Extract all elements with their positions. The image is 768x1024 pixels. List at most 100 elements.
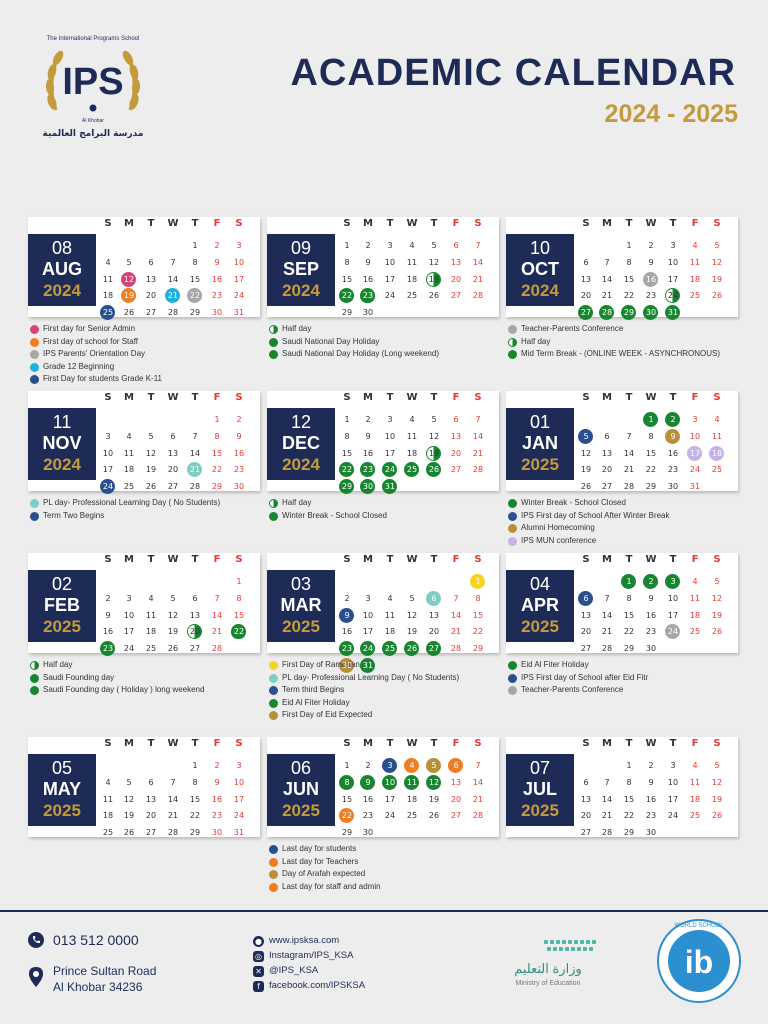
website-link[interactable]: www.ipsksa.com — [269, 935, 340, 946]
day-number: 24 — [667, 627, 679, 637]
day-cell: 19 — [141, 462, 161, 478]
day-number: 14 — [167, 274, 179, 284]
day-number: 17 — [384, 448, 396, 458]
day-cell: 5 — [424, 758, 444, 774]
day-number: 18 — [102, 811, 114, 821]
legend-dot — [508, 350, 517, 360]
day-number: 14 — [472, 257, 484, 267]
event-marker — [426, 590, 441, 606]
month-number: 11 — [52, 412, 72, 432]
day-cell: 20 — [141, 288, 161, 304]
day-cell: 1 — [185, 238, 205, 254]
day-number: 20 — [580, 291, 592, 301]
day-number: 10 — [689, 431, 701, 441]
month-legend: PL day- Professional Learning Day ( No S… — [28, 497, 268, 522]
day-cell: 21 — [468, 446, 488, 462]
day-number: 31 — [233, 308, 245, 318]
day-number: 5 — [583, 431, 589, 441]
day-cell: 25 — [119, 479, 139, 495]
day-cell: 12 — [424, 255, 444, 271]
day-number: 22 — [623, 291, 635, 301]
day-cell: 26 — [119, 825, 139, 841]
day-number: 2 — [365, 761, 371, 770]
day-number: 9 — [214, 257, 220, 267]
day-cell: 12 — [119, 792, 139, 808]
day-number: 6 — [583, 777, 589, 787]
day-cell: 16 — [358, 792, 378, 808]
event-marker — [665, 305, 680, 321]
weekday-header: S — [343, 392, 351, 403]
day-cell: 25 — [685, 288, 705, 304]
event-marker — [426, 271, 441, 287]
facebook-link[interactable]: facebook.com/IPSKSA — [269, 980, 366, 991]
twitter-link[interactable]: @IPS_KSA — [269, 965, 319, 976]
day-cell: 1 — [619, 238, 639, 254]
day-number: 13 — [167, 448, 179, 458]
day-cell: 25 — [380, 641, 400, 657]
day-number: 27 — [145, 308, 157, 318]
day-cell: 30 — [663, 479, 683, 495]
day-cell: 4 — [119, 429, 139, 445]
day-cell: 5 — [707, 574, 727, 590]
month-year: 2024 — [43, 455, 81, 474]
day-cell: 7 — [468, 412, 488, 428]
day-cell: 11 — [707, 429, 727, 445]
legend-text: Half day — [521, 336, 551, 346]
day-number: 19 — [123, 811, 135, 821]
legend-dot — [269, 511, 278, 521]
day-cell: 20 — [185, 624, 205, 640]
legend-text: Saudi Founding day — [43, 672, 115, 682]
day-cell: 28 — [185, 479, 205, 495]
weekday-header: T — [386, 554, 394, 565]
day-number: 2 — [105, 593, 111, 603]
day-cell: 12 — [707, 591, 727, 607]
day-number: 10 — [384, 257, 396, 267]
day-cell: 19 — [119, 808, 139, 824]
day-number: 29 — [189, 308, 201, 318]
day-number: 28 — [601, 828, 613, 838]
day-cell: 24 — [380, 462, 400, 478]
legend-text: Mid Term Break - (ONLINE WEEK - ASYNCHRO… — [521, 349, 720, 359]
day-number: 15 — [189, 794, 201, 804]
day-cell: 14 — [468, 775, 488, 791]
day-number: 23 — [645, 291, 657, 301]
day-cell: 20 — [576, 288, 596, 304]
day-number: 7 — [214, 593, 220, 603]
day-number: 22 — [189, 811, 201, 821]
day-cell: 10 — [380, 429, 400, 445]
day-number: 15 — [341, 794, 353, 804]
event-marker — [404, 641, 419, 657]
weekday-header: T — [191, 738, 199, 749]
day-number: 24 — [233, 811, 245, 821]
day-cell: 15 — [619, 792, 639, 808]
day-cell: 29 — [337, 825, 357, 841]
day-cell: 2 — [98, 591, 118, 607]
event-marker — [665, 412, 680, 427]
weekday-header: T — [191, 392, 199, 403]
weekday-header: S — [104, 738, 112, 749]
day-cell: 9 — [229, 429, 249, 445]
month-label: 02 FEB 2025 — [28, 570, 96, 642]
day-cell: 23 — [663, 462, 683, 478]
day-number: 15 — [211, 448, 223, 458]
day-cell: 2 — [358, 758, 378, 774]
day-cell: 19 — [163, 624, 183, 640]
month-year: 2025 — [521, 801, 559, 820]
day-number: 4 — [409, 241, 415, 250]
weekday-header: T — [430, 218, 438, 229]
day-cell: 9 — [663, 428, 683, 445]
instagram-link[interactable]: Instagram/IPS_KSA — [269, 950, 354, 961]
legend-item: First Day of Eid Expected — [267, 709, 507, 722]
day-cell: 17 — [663, 272, 683, 288]
day-cell: 2 — [641, 574, 661, 590]
day-number: 26 — [167, 644, 179, 654]
day-cell: 9 — [358, 774, 378, 791]
day-cell: 7 — [468, 238, 488, 254]
day-number: 15 — [341, 448, 353, 458]
day-cell: 13 — [141, 792, 161, 808]
day-number: 30 — [667, 482, 679, 492]
weekday-header: S — [104, 218, 112, 229]
weekday-header: F — [213, 554, 221, 565]
day-number: 11 — [689, 777, 701, 787]
day-cell: 30 — [641, 641, 661, 657]
